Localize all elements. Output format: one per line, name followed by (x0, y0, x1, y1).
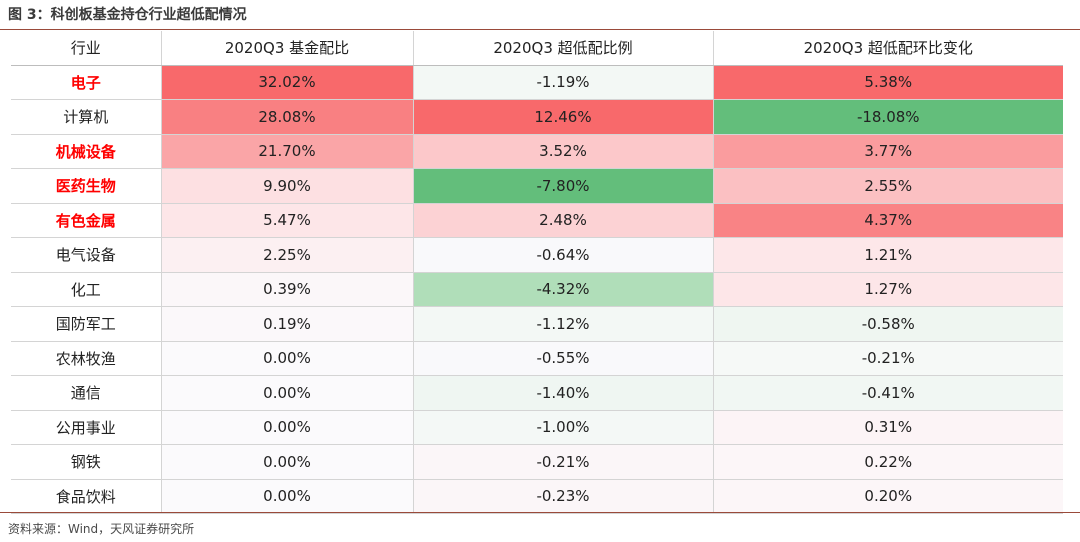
over-under-cell: -1.19% (412, 65, 713, 100)
table-row: 公用事业 0.00% -1.00% 0.31% (11, 410, 1063, 445)
fund-ratio-cell: 2.25% (160, 237, 413, 273)
fund-ratio-cell: 0.39% (160, 272, 413, 307)
figure-title: 图 3：科创板基金持仓行业超低配情况 (8, 7, 247, 23)
table-row: 通信 0.00% -1.40% -0.41% (11, 375, 1063, 411)
industry-cell: 电子 (11, 65, 161, 100)
table-row: 钢铁 0.00% -0.21% 0.22% (11, 444, 1063, 480)
allocation-table-container: 行业 2020Q3 基金配比 2020Q3 超低配比例 2020Q3 超低配环比… (11, 31, 1063, 514)
over-under-cell: -7.80% (412, 168, 713, 204)
over-under-cell: -0.64% (412, 237, 713, 273)
over-under-cell: 3.52% (412, 134, 713, 169)
over-under-cell: -1.12% (412, 306, 713, 342)
over-under-cell: -1.00% (412, 410, 713, 445)
qoq-change-cell: 0.22% (712, 444, 1063, 480)
industry-cell: 电气设备 (11, 237, 161, 273)
industry-cell: 公用事业 (11, 410, 161, 445)
fund-ratio-cell: 32.02% (160, 65, 413, 100)
top-rule (0, 29, 1080, 30)
industry-cell: 通信 (11, 375, 161, 411)
table-row: 食品饮料 0.00% -0.23% 0.20% (11, 479, 1063, 514)
allocation-table: 行业 2020Q3 基金配比 2020Q3 超低配比例 2020Q3 超低配环比… (11, 31, 1063, 514)
fund-ratio-cell: 0.00% (160, 410, 413, 445)
industry-cell: 有色金属 (11, 203, 161, 238)
fund-ratio-cell: 28.08% (160, 99, 413, 135)
header-industry: 行业 (11, 31, 161, 66)
table-row: 有色金属 5.47% 2.48% 4.37% (11, 203, 1063, 238)
header-qoq-change: 2020Q3 超低配环比变化 (712, 31, 1063, 66)
fund-ratio-cell: 0.00% (160, 341, 413, 376)
industry-cell: 医药生物 (11, 168, 161, 204)
qoq-change-cell: 1.27% (712, 272, 1063, 307)
industry-cell: 计算机 (11, 99, 161, 135)
header-fund-ratio: 2020Q3 基金配比 (160, 31, 413, 66)
table-row: 电子 32.02% -1.19% 5.38% (11, 65, 1063, 100)
table-row: 电气设备 2.25% -0.64% 1.21% (11, 237, 1063, 273)
qoq-change-cell: -0.21% (712, 341, 1063, 376)
over-under-cell: -0.55% (412, 341, 713, 376)
qoq-change-cell: 4.37% (712, 203, 1063, 238)
source-note: 资料来源：Wind，天风证券研究所 (8, 522, 195, 536)
over-under-cell: -0.23% (412, 479, 713, 514)
over-under-cell: -0.21% (412, 444, 713, 480)
table-row: 国防军工 0.19% -1.12% -0.58% (11, 306, 1063, 342)
industry-cell: 化工 (11, 272, 161, 307)
table-row: 化工 0.39% -4.32% 1.27% (11, 272, 1063, 307)
qoq-change-cell: 0.31% (712, 410, 1063, 445)
fund-ratio-cell: 5.47% (160, 203, 413, 238)
qoq-change-cell: -0.41% (712, 375, 1063, 411)
bottom-rule (0, 512, 1080, 513)
table-body: 电子 32.02% -1.19% 5.38% 计算机 28.08% 12.46% -18.0… (11, 65, 1063, 514)
industry-cell: 机械设备 (11, 134, 161, 169)
qoq-change-cell: 0.20% (712, 479, 1063, 514)
qoq-change-cell: 1.21% (712, 237, 1063, 273)
table-header-row: 行业 2020Q3 基金配比 2020Q3 超低配比例 2020Q3 超低配环比… (11, 31, 1063, 66)
qoq-change-cell: 3.77% (712, 134, 1063, 169)
over-under-cell: 2.48% (412, 203, 713, 238)
qoq-change-cell: 2.55% (712, 168, 1063, 204)
qoq-change-cell: 5.38% (712, 65, 1063, 100)
table-row: 医药生物 9.90% -7.80% 2.55% (11, 168, 1063, 204)
over-under-cell: 12.46% (412, 99, 713, 135)
fund-ratio-cell: 0.00% (160, 444, 413, 480)
industry-cell: 食品饮料 (11, 479, 161, 514)
fund-ratio-cell: 0.00% (160, 479, 413, 514)
table-row: 机械设备 21.70% 3.52% 3.77% (11, 134, 1063, 169)
over-under-cell: -4.32% (412, 272, 713, 307)
fund-ratio-cell: 0.00% (160, 375, 413, 411)
table-row: 计算机 28.08% 12.46% -18.08% (11, 99, 1063, 135)
fund-ratio-cell: 21.70% (160, 134, 413, 169)
qoq-change-cell: -18.08% (712, 99, 1063, 135)
industry-cell: 农林牧渔 (11, 341, 161, 376)
industry-cell: 国防军工 (11, 306, 161, 342)
over-under-cell: -1.40% (412, 375, 713, 411)
industry-cell: 钢铁 (11, 444, 161, 480)
table-row: 农林牧渔 0.00% -0.55% -0.21% (11, 341, 1063, 376)
fund-ratio-cell: 9.90% (160, 168, 413, 204)
qoq-change-cell: -0.58% (712, 306, 1063, 342)
fund-ratio-cell: 0.19% (160, 306, 413, 342)
header-over-under-ratio: 2020Q3 超低配比例 (412, 31, 713, 66)
